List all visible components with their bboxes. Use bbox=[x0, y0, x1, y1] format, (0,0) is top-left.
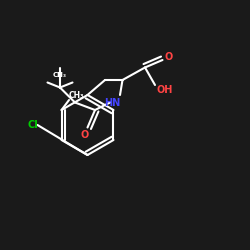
Text: O: O bbox=[164, 52, 173, 62]
Text: OH: OH bbox=[157, 85, 173, 95]
Text: CH₃: CH₃ bbox=[69, 90, 84, 100]
Text: HN: HN bbox=[104, 98, 120, 108]
Text: O: O bbox=[81, 130, 89, 140]
Text: Cl: Cl bbox=[27, 120, 38, 130]
Text: CH₃: CH₃ bbox=[53, 72, 67, 78]
